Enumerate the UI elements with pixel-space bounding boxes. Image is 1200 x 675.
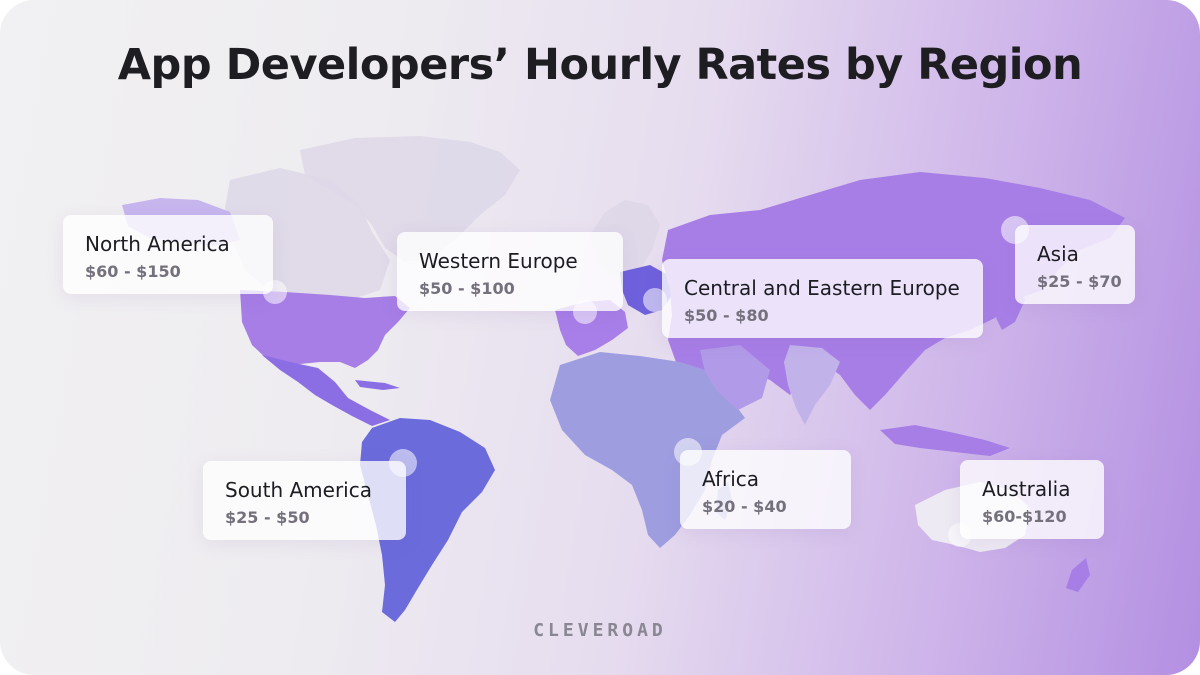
region-name: Western Europe — [419, 249, 578, 273]
region-rate: $50 - $100 — [419, 279, 515, 298]
label-asia: Asia $25 - $70 — [1015, 225, 1135, 304]
page-title: App Developers’ Hourly Rates by Region — [117, 40, 1083, 90]
southeast-asia-islands — [880, 425, 1010, 456]
region-rate: $20 - $40 — [702, 497, 787, 516]
region-rate: $60 - $150 — [85, 262, 181, 281]
region-rate: $60-$120 — [982, 507, 1067, 526]
central-america-landmass — [262, 355, 390, 426]
label-australia: Australia $60-$120 — [960, 460, 1104, 539]
label-western-europe: Western Europe $50 - $100 — [397, 232, 623, 311]
india-landmass — [784, 345, 840, 425]
region-rate: $25 - $50 — [225, 508, 310, 527]
region-name: Australia — [982, 477, 1071, 501]
region-rate: $50 - $80 — [684, 306, 769, 325]
region-name: Central and Eastern Europe — [684, 276, 960, 300]
brand-logo: CLEVEROAD — [533, 620, 667, 641]
label-central-eastern-europe: Central and Eastern Europe $50 - $80 — [662, 259, 983, 338]
region-name: Africa — [702, 467, 760, 491]
greenland-landmass — [300, 136, 520, 262]
region-rate: $25 - $70 — [1037, 272, 1122, 291]
region-name: Asia — [1037, 242, 1079, 266]
region-name: North America — [85, 232, 230, 256]
new-zealand-landmass — [1066, 558, 1090, 592]
marker-glow-eastern-europe — [643, 288, 667, 312]
label-north-america: North America $60 - $150 — [63, 215, 273, 294]
arabia-landmass — [700, 345, 770, 410]
label-africa: Africa $20 - $40 — [680, 450, 851, 529]
region-name: South America — [225, 478, 372, 502]
label-south-america: South America $25 - $50 — [203, 461, 406, 540]
caribbean-islands — [355, 380, 400, 390]
north-america-landmass — [240, 290, 410, 372]
